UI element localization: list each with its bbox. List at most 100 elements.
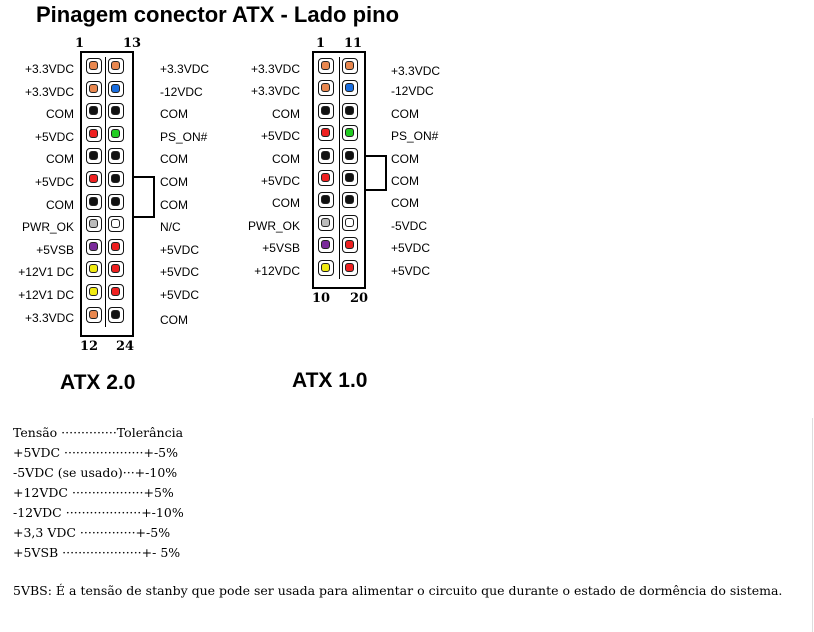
- atx20-pin-right: [108, 261, 124, 278]
- atx20-pin-right: [108, 58, 124, 74]
- standby-note: 5VBS: É a tensão de stanby que pode ser …: [13, 583, 783, 598]
- atx20-pin-left: [86, 80, 102, 97]
- atx10-left-pin-label: +3.3VDC: [250, 84, 300, 99]
- atx10-pin-number-top-right: 11: [344, 36, 363, 51]
- atx20-right-pin-label: +3.3VDC: [160, 62, 210, 76]
- atx10-left-pin-label: +5VDC: [260, 129, 300, 144]
- atx10-pin-left: [318, 58, 334, 74]
- atx10-pin-color: [321, 83, 330, 93]
- atx20-left-pin-label: +3.3VDC: [24, 62, 74, 76]
- atx20-right-pin-label: PS_ON#: [160, 129, 208, 144]
- atx20-pin-color: [111, 287, 120, 296]
- atx10-right-pin-label: COM: [391, 106, 419, 121]
- atx20-pin-left: [86, 306, 102, 323]
- atx10-caption: ATX 1.0: [292, 369, 368, 392]
- atx10-pin-color: [321, 240, 330, 250]
- atx20-pin-color: [89, 61, 98, 70]
- atx20-left-pin-label: +3.3VDC: [24, 310, 74, 325]
- atx10-column-divider: [339, 57, 340, 279]
- atx20-caption: ATX 2.0: [60, 371, 136, 394]
- atx10-pin-left: [318, 80, 334, 97]
- atx10-pin-color: [345, 83, 354, 93]
- atx20-pin-color: [111, 196, 120, 206]
- atx10-connector-body: [312, 51, 366, 289]
- atx20-connector-body: [80, 51, 134, 337]
- atx20-pin-left: [86, 193, 102, 210]
- atx20-pin-color: [89, 151, 98, 161]
- tolerance-row: +5VSB ····················+- 5%: [13, 545, 181, 560]
- atx20-pin-color: [111, 106, 120, 116]
- atx10-pin-color: [321, 195, 330, 205]
- atx10-pin-right: [342, 259, 358, 276]
- atx10-pin-right: [342, 237, 358, 254]
- atx10-left-pin-label: +3.3VDC: [250, 62, 300, 76]
- atx20-pin-number-top-right: 13: [123, 36, 142, 51]
- atx10-pin-color: [345, 173, 354, 182]
- atx20-right-pin-label: COM: [160, 107, 188, 122]
- atx20-pin-color: [111, 151, 120, 161]
- atx20-right-pin-label: COM: [160, 197, 188, 212]
- atx10-left-pin-label: PWR_OK: [247, 218, 300, 233]
- atx10-pin-color: [345, 240, 354, 250]
- atx20-pin-left: [86, 238, 102, 255]
- atx10-pin-right: [342, 58, 358, 74]
- atx10-pin-color: [321, 150, 330, 160]
- atx20-pin-right: [108, 80, 124, 97]
- atx10-left-pin-label: COM: [272, 196, 300, 211]
- atx10-pin-color: [345, 128, 354, 138]
- atx20-pin-left: [86, 125, 102, 142]
- atx20-pin-right: [108, 103, 124, 120]
- atx20-pin-right: [108, 171, 124, 187]
- atx10-pin-color: [345, 195, 354, 205]
- atx10-pin-color: [345, 150, 354, 160]
- tolerance-header: Tensão ··············Tolerância: [13, 425, 184, 440]
- atx20-pin-left: [86, 284, 102, 300]
- atx20-pin-right: [108, 193, 124, 210]
- atx10-pin-color: [321, 173, 330, 182]
- atx10-right-pin-label: COM: [391, 151, 419, 166]
- atx20-pin-color: [89, 219, 98, 229]
- atx10-pin-right: [342, 192, 358, 209]
- atx20-pin-color: [89, 83, 98, 93]
- atx20-pin-number-bottom-left: 12: [80, 339, 99, 354]
- atx20-pin-right: [108, 284, 124, 300]
- atx10-pin-left: [318, 237, 334, 254]
- atx10-left-pin-label: +12VDC: [254, 263, 300, 278]
- atx20-pin-color: [89, 196, 98, 206]
- atx10-right-pin-label: PS_ON#: [391, 129, 439, 144]
- tolerance-row: -5VDC (se usado)···+-10%: [13, 465, 178, 480]
- atx20-right-pin-label: COM: [160, 312, 188, 327]
- atx20-left-pin-label: +5VDC: [34, 129, 74, 144]
- atx10-right-pin-label: +5VDC: [391, 241, 431, 256]
- atx20-pin-right: [108, 238, 124, 255]
- atx10-pin-left: [318, 147, 334, 164]
- atx20-pin-color: [111, 309, 120, 319]
- tolerance-row: +5VDC ····················+-5%: [13, 445, 179, 460]
- atx10-pin-right: [342, 125, 358, 142]
- atx10-pin-left: [318, 102, 334, 119]
- atx10-pin-color: [321, 262, 330, 272]
- atx10-pin-color: [321, 61, 330, 70]
- atx20-pin-right: [108, 148, 124, 165]
- atx10-pin-color: [321, 128, 330, 138]
- tolerance-table: Tensão ··············Tolerância +5VDC ··…: [13, 423, 184, 563]
- tolerance-row: +3,3 VDC ··············+-5%: [13, 525, 171, 540]
- atx10-right-pin-label: +3.3VDC: [391, 64, 441, 78]
- atx10-latch: [364, 155, 387, 191]
- atx10-pin-color: [345, 217, 354, 227]
- atx10-pin-right: [342, 102, 358, 119]
- atx10-left-pin-label: COM: [272, 106, 300, 121]
- atx10-right-pin-label: -5VDC: [391, 218, 428, 233]
- atx10-pin-left: [318, 125, 334, 142]
- atx20-right-pin-label: +5VDC: [160, 288, 200, 302]
- atx20-column-divider: [105, 57, 106, 327]
- atx20-left-pin-label: PWR_OK: [21, 220, 74, 235]
- atx10-pin-right: [342, 147, 358, 164]
- atx20-pin-color: [89, 309, 98, 319]
- atx20-right-pin-label: COM: [160, 175, 188, 189]
- atx20-pin-color: [89, 106, 98, 116]
- atx10-left-pin-label: COM: [272, 151, 300, 166]
- atx20-pin-color: [89, 128, 98, 138]
- atx10-pin-right: [342, 80, 358, 97]
- atx20-pin-left: [86, 261, 102, 278]
